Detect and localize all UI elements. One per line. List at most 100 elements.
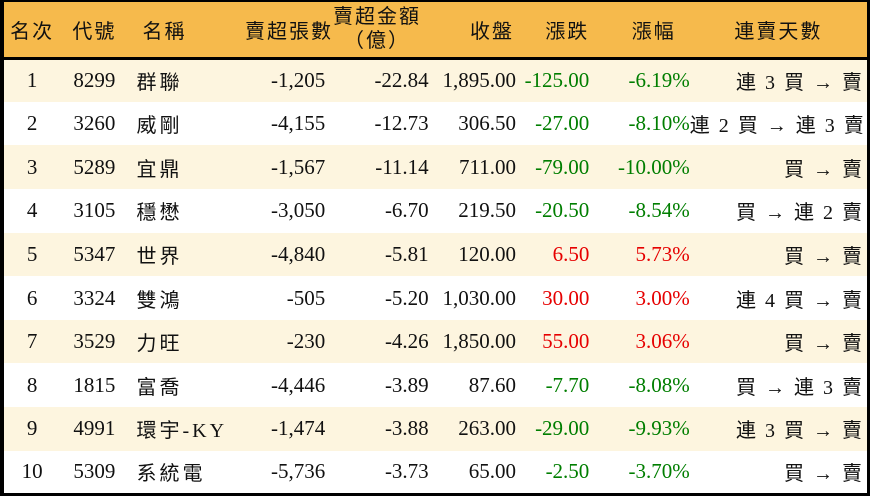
cell-close: 711.00 bbox=[459, 154, 517, 179]
cell-code: 3529 bbox=[73, 329, 116, 354]
cell-streak: 連 2 買 → 連 3 賣 bbox=[689, 114, 866, 137]
cell-name: 穩懋 bbox=[136, 202, 183, 225]
col-header-change: 漲跌 bbox=[516, 1, 590, 60]
cell-streak: 連 3 買 → 賣 bbox=[736, 72, 864, 95]
cell-change: 55.00 bbox=[542, 329, 590, 354]
cell-code: 5289 bbox=[73, 154, 116, 179]
table-row: 10 5309 系統電 -5,736 -3.73 65.00 -2.50 -3.… bbox=[2, 450, 869, 495]
cell-sell-amount: -5.20 bbox=[384, 285, 429, 310]
cell-change-pct: -10.00% bbox=[617, 154, 690, 179]
cell-change-pct: -9.93% bbox=[628, 416, 690, 441]
cell-sell-volume: -230 bbox=[286, 329, 326, 354]
col-header-sell-volume: 賣超張數 bbox=[244, 1, 331, 60]
table-row: 1 8299 群聯 -1,205 -22.84 1,895.00 -125.00… bbox=[2, 58, 869, 102]
table-row: 5 5347 世界 -4,840 -5.81 120.00 6.50 5.73%… bbox=[2, 232, 869, 277]
cell-name: 系統電 bbox=[136, 463, 206, 486]
cell-name: 宜鼎 bbox=[136, 158, 183, 181]
cell-code: 3105 bbox=[73, 198, 116, 223]
cell-rank: 9 bbox=[26, 416, 38, 441]
cell-code: 1815 bbox=[73, 372, 116, 397]
cell-code: 5347 bbox=[73, 241, 116, 266]
col-header-sell-amount: 賣超金額 （億） bbox=[325, 1, 429, 60]
cell-rank: 10 bbox=[21, 459, 43, 484]
cell-close: 306.50 bbox=[458, 110, 517, 135]
col-header-change-pct: 漲幅 bbox=[589, 1, 690, 60]
cell-code: 3324 bbox=[73, 285, 116, 310]
cell-name: 世界 bbox=[136, 245, 183, 268]
cell-change: -29.00 bbox=[535, 416, 590, 441]
cell-name: 威剛 bbox=[136, 114, 183, 137]
cell-streak: 買 → 賣 bbox=[784, 463, 864, 486]
cell-change-pct: 3.06% bbox=[635, 329, 690, 354]
cell-sell-amount: -3.89 bbox=[384, 372, 429, 397]
cell-change: 30.00 bbox=[542, 285, 590, 310]
cell-change-pct: -8.10% bbox=[628, 110, 690, 135]
cell-change-pct: -8.08% bbox=[628, 372, 690, 397]
table-header: 名次 代號 名稱 賣超張數 賣超金額 （億） 收盤 漲跌 漲幅 連賣天數 bbox=[2, 1, 869, 60]
cell-sell-volume: -4,446 bbox=[271, 372, 326, 397]
cell-close: 1,895.00 bbox=[442, 68, 517, 93]
cell-streak: 買 → 賣 bbox=[784, 158, 864, 181]
cell-code: 8299 bbox=[73, 68, 116, 93]
cell-rank: 5 bbox=[26, 241, 38, 266]
table-row: 2 3260 威剛 -4,155 -12.73 306.50 -27.00 -8… bbox=[2, 101, 869, 146]
cell-change: -20.50 bbox=[535, 198, 590, 223]
table-row: 3 5289 宜鼎 -1,567 -11.14 711.00 -79.00 -1… bbox=[2, 145, 869, 189]
cell-name: 雙鴻 bbox=[136, 289, 183, 312]
table-row: 6 3324 雙鴻 -505 -5.20 1,030.00 30.00 3.00… bbox=[2, 276, 869, 320]
cell-sell-amount: -3.73 bbox=[384, 459, 429, 484]
cell-rank: 4 bbox=[26, 198, 38, 223]
cell-sell-amount: -22.84 bbox=[374, 68, 429, 93]
cell-change-pct: -3.70% bbox=[628, 459, 690, 484]
cell-change: -2.50 bbox=[545, 459, 590, 484]
cell-sell-amount: -5.81 bbox=[384, 241, 429, 266]
cell-sell-volume: -1,205 bbox=[271, 68, 326, 93]
cell-sell-volume: -4,155 bbox=[271, 110, 326, 135]
header-row: 名次 代號 名稱 賣超張數 賣超金額 （億） 收盤 漲跌 漲幅 連賣天數 bbox=[2, 1, 869, 60]
cell-close: 263.00 bbox=[458, 416, 517, 441]
table-row: 7 3529 力旺 -230 -4.26 1,850.00 55.00 3.06… bbox=[2, 319, 869, 364]
sell-amount-label-line2: （億） bbox=[343, 30, 410, 53]
cell-close: 1,030.00 bbox=[442, 285, 517, 310]
table-row: 9 4991 環宇-KY -1,474 -3.88 263.00 -29.00 … bbox=[2, 407, 869, 451]
cell-sell-volume: -1,474 bbox=[271, 416, 326, 441]
cell-change-pct: 5.73% bbox=[635, 241, 690, 266]
cell-close: 120.00 bbox=[458, 241, 517, 266]
cell-sell-amount: -11.14 bbox=[375, 154, 429, 179]
cell-sell-volume: -505 bbox=[286, 285, 326, 310]
cell-code: 3260 bbox=[73, 110, 116, 135]
cell-streak: 買 → 賣 bbox=[784, 245, 864, 268]
cell-streak: 買 → 連 3 賣 bbox=[736, 376, 864, 399]
cell-sell-amount: -3.88 bbox=[384, 416, 429, 441]
cell-streak: 連 4 買 → 賣 bbox=[736, 289, 864, 312]
cell-code: 5309 bbox=[73, 459, 116, 484]
cell-rank: 7 bbox=[26, 329, 38, 354]
sell-amount-label-line1: 賣超金額 bbox=[332, 6, 421, 29]
cell-close: 219.50 bbox=[458, 198, 517, 223]
table-row: 4 3105 穩懋 -3,050 -6.70 219.50 -20.50 -8.… bbox=[2, 188, 869, 233]
cell-sell-volume: -1,567 bbox=[271, 154, 326, 179]
col-header-name: 名稱 bbox=[128, 1, 245, 60]
cell-change: -7.70 bbox=[545, 372, 590, 397]
cell-name: 群聯 bbox=[136, 72, 183, 95]
cell-sell-volume: -5,736 bbox=[271, 459, 326, 484]
cell-rank: 1 bbox=[26, 68, 38, 93]
cell-sell-amount: -12.73 bbox=[374, 110, 429, 135]
cell-change-pct: -8.54% bbox=[628, 198, 690, 223]
cell-sell-volume: -4,840 bbox=[271, 241, 326, 266]
cell-change-pct: 3.00% bbox=[635, 285, 690, 310]
cell-name: 力旺 bbox=[136, 333, 183, 356]
cell-close: 1,850.00 bbox=[442, 329, 517, 354]
cell-change: -125.00 bbox=[524, 68, 590, 93]
cell-rank: 3 bbox=[26, 154, 38, 179]
cell-sell-amount: -4.26 bbox=[384, 329, 429, 354]
cell-code: 4991 bbox=[73, 416, 116, 441]
cell-change: -27.00 bbox=[535, 110, 590, 135]
cell-streak: 買 → 賣 bbox=[784, 333, 864, 356]
table-row: 8 1815 富喬 -4,446 -3.89 87.60 -7.70 -8.08… bbox=[2, 363, 869, 408]
col-header-close: 收盤 bbox=[428, 1, 517, 60]
cell-sell-volume: -3,050 bbox=[271, 198, 326, 223]
col-header-code: 代號 bbox=[60, 1, 129, 60]
table-body: 1 8299 群聯 -1,205 -22.84 1,895.00 -125.00… bbox=[2, 58, 869, 495]
